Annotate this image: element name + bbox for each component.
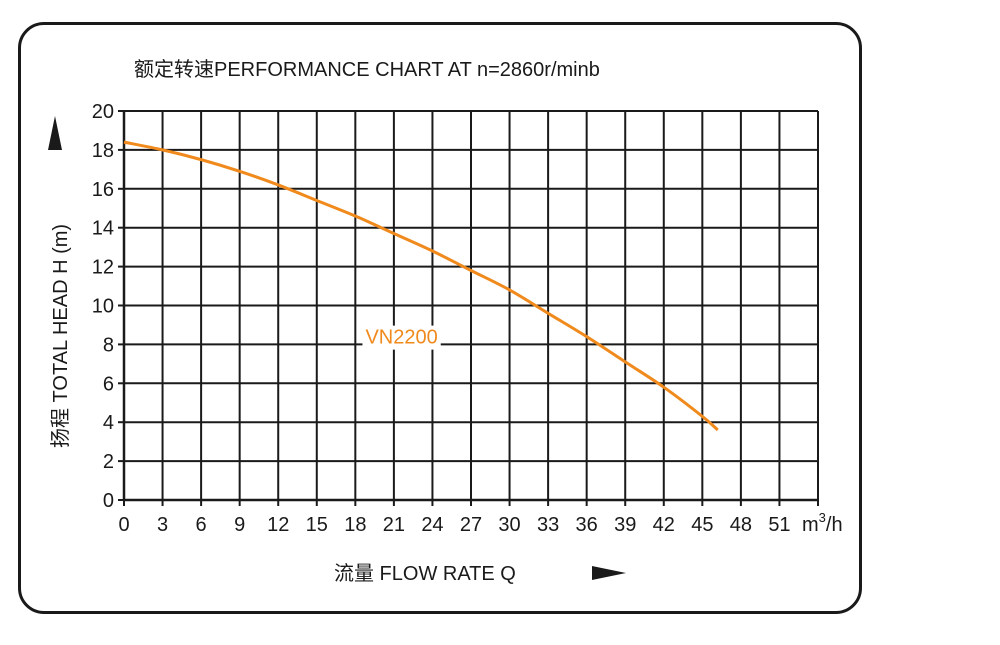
x-tick-label: 0 xyxy=(118,514,129,536)
x-tick-label: 42 xyxy=(653,514,675,536)
x-tick-label: 51 xyxy=(768,514,790,536)
chart-frame xyxy=(18,22,862,614)
series-label: VN2200 xyxy=(365,327,437,349)
axes xyxy=(118,110,819,506)
x-tick-label: 27 xyxy=(460,514,482,536)
x-axis-arrow-icon xyxy=(592,566,626,580)
x-tick-label: 48 xyxy=(730,514,752,536)
x-tick-label: 45 xyxy=(691,514,713,536)
y-tick-label: 2 xyxy=(103,451,114,473)
y-tick-label: 18 xyxy=(92,140,114,162)
x-tick-label: 9 xyxy=(234,514,245,536)
y-tick-label: 10 xyxy=(92,296,114,318)
y-tick-label: 20 xyxy=(92,101,114,123)
x-tick-label: 33 xyxy=(537,514,559,536)
x-axis-label: 流量 FLOW RATE Q xyxy=(334,562,516,585)
x-tick-label: 30 xyxy=(498,514,520,536)
y-tick-labels: 0 2 4 6 8 10 12 14 16 18 20 xyxy=(92,101,114,512)
x-tick-labels: 0 3 6 9 12 15 18 21 24 27 30 33 36 39 42 45 48 51 xyxy=(118,514,790,536)
y-tick-label: 16 xyxy=(92,179,114,201)
y-tick-label: 8 xyxy=(103,334,114,356)
y-tick-label: 4 xyxy=(103,412,114,434)
series-line-vn2200 xyxy=(123,140,719,432)
y-tick-label: 12 xyxy=(92,257,114,279)
y-tick-label: 14 xyxy=(92,218,114,240)
x-unit-label: m3/h xyxy=(802,510,843,536)
grid xyxy=(123,110,819,501)
series-layer: VN2200 xyxy=(123,140,719,432)
x-tick-label: 21 xyxy=(383,514,405,536)
chart-title: 额定转速PERFORMANCE CHART AT n=2860r/minb xyxy=(134,58,600,81)
x-tick-label: 15 xyxy=(306,514,328,536)
x-tick-label: 39 xyxy=(614,514,636,536)
y-tick-label: 0 xyxy=(103,490,114,512)
x-tick-label: 18 xyxy=(344,514,366,536)
x-tick-label: 36 xyxy=(576,514,598,536)
y-axis-arrow-icon xyxy=(48,116,62,150)
x-tick-label: 6 xyxy=(196,514,207,536)
x-tick-label: 3 xyxy=(157,514,168,536)
y-tick-label: 6 xyxy=(103,373,114,395)
y-axis-label: 扬程 TOTAL HEAD H (m) xyxy=(49,224,72,448)
series-label-background xyxy=(362,325,441,350)
x-tick-label: 12 xyxy=(267,514,289,536)
x-tick-label: 24 xyxy=(421,514,443,536)
